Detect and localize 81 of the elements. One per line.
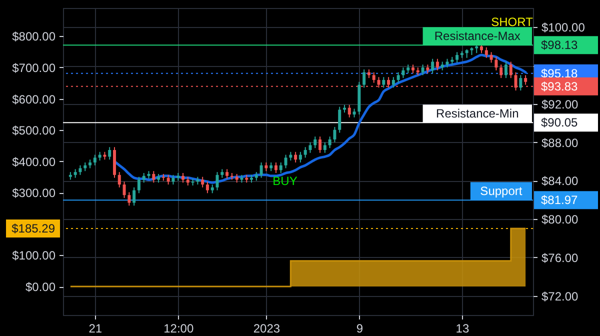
candlestick: [348, 104, 351, 118]
x-tick-label: 13: [456, 322, 470, 336]
candlestick: [298, 151, 302, 163]
candlestick: [382, 76, 386, 88]
candlestick: [372, 72, 376, 84]
y2-tick-label: $81.97: [541, 193, 578, 208]
candlestick: [519, 74, 522, 92]
candlestick: [494, 56, 498, 71]
candlestick: [132, 186, 136, 206]
candlestick: [152, 170, 156, 184]
ref-line-label: Resistance-Min: [436, 106, 519, 121]
candlestick: [500, 64, 503, 79]
candlestick: [392, 76, 395, 88]
candlestick: [436, 58, 439, 71]
y2-tick-label: $98.13: [541, 38, 578, 52]
candlestick: [284, 154, 288, 169]
candlestick: [294, 151, 298, 163]
candlestick: [314, 136, 317, 149]
candlestick: [108, 146, 112, 160]
x-tick-label: 2023: [253, 322, 280, 336]
candlestick: [333, 126, 336, 143]
candlestick: [142, 172, 146, 184]
y-tick-label: $400.00: [12, 154, 56, 169]
y2-tick-label: $84.00: [542, 174, 579, 188]
candlestick: [456, 52, 459, 64]
candlestick: [490, 52, 493, 64]
x-tick-label: 9: [356, 322, 364, 336]
y-tick-label: $600.00: [12, 92, 56, 106]
candlestick: [484, 46, 488, 58]
ref-line-label: Support: [480, 184, 523, 198]
candlestick: [226, 168, 229, 180]
candlestick: [137, 176, 140, 194]
candlestick: [201, 176, 204, 188]
candlestick: [308, 142, 312, 154]
candlestick: [421, 64, 424, 76]
y-tick-label: $100.00: [12, 248, 56, 263]
y2-tick-label: $95.18: [541, 66, 578, 80]
candlestick: [118, 172, 121, 188]
y-tick-label: $500.00: [12, 124, 56, 138]
annotation: BUY: [272, 174, 298, 188]
y-tick-label: $800.00: [12, 30, 56, 44]
y2-tick-label: $76.00: [542, 250, 579, 265]
y-tick-label: $185.29: [12, 222, 56, 236]
candlestick: [93, 154, 96, 166]
candlestick: [279, 162, 282, 174]
candlestick: [323, 142, 326, 154]
candlestick: [304, 146, 307, 158]
candlestick: [78, 164, 82, 176]
candlestick: [402, 66, 405, 79]
candlestick: [431, 58, 434, 74]
y2-tick-label: $90.05: [541, 116, 578, 130]
y-tick-label: $0.00: [25, 280, 56, 294]
candlestick: [504, 61, 508, 79]
candlestick: [318, 136, 322, 154]
y2-tick-label: $72.00: [542, 289, 579, 304]
candlestick: [122, 181, 126, 198]
candlestick: [524, 74, 528, 86]
candlestick: [509, 61, 512, 79]
y2-tick-label: $92.00: [542, 97, 579, 112]
candlestick: [172, 174, 175, 186]
candlestick: [338, 106, 342, 134]
y2-tick-label: $88.00: [542, 136, 579, 150]
candlestick: [274, 162, 278, 174]
y-tick-label: $700.00: [12, 60, 56, 75]
candlestick: [260, 162, 263, 178]
candlestick: [328, 136, 332, 149]
y2-tick-label: $80.00: [542, 212, 579, 227]
candlestick: [182, 172, 184, 184]
candlestick: [362, 68, 366, 88]
candlestick: [396, 72, 400, 84]
y-tick-label: $300.00: [12, 186, 56, 200]
x-tick-label: 12:00: [164, 322, 194, 336]
candlestick: [128, 192, 131, 206]
candlestick: [166, 174, 170, 186]
annotation: SHORT: [491, 15, 534, 29]
y2-tick-label: $93.83: [541, 79, 578, 94]
ref-line-label: Resistance-Max: [434, 29, 520, 44]
candlestick: [216, 172, 219, 191]
candlestick: [206, 181, 209, 194]
y2-tick-label: $100.00: [542, 20, 586, 35]
x-tick-label: 21: [88, 322, 102, 336]
